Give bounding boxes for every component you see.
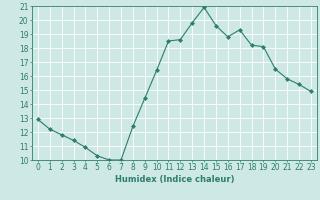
X-axis label: Humidex (Indice chaleur): Humidex (Indice chaleur) — [115, 175, 234, 184]
